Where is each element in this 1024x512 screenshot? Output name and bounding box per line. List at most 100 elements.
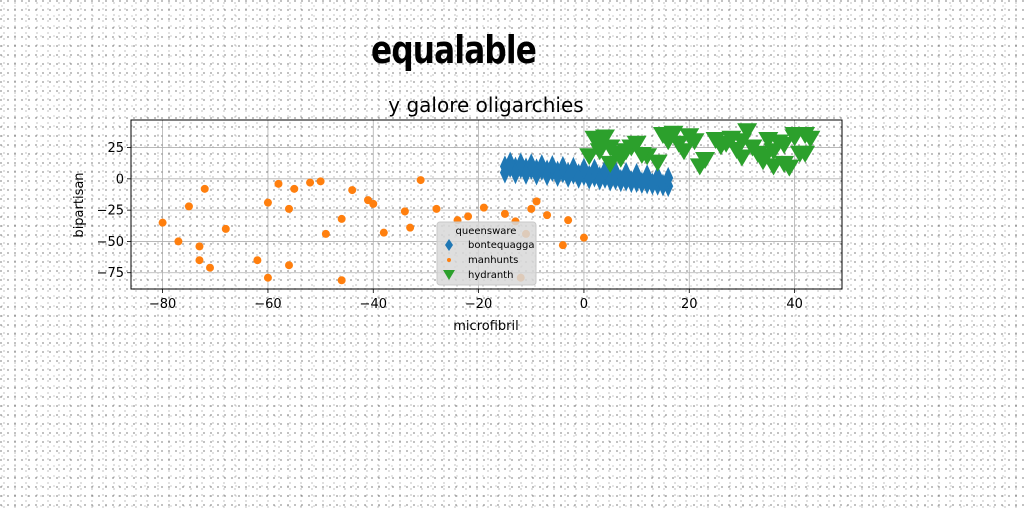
x-tick-label: 20 — [681, 297, 698, 312]
x-tick-label: −80 — [149, 297, 176, 312]
manhunts-point — [527, 204, 536, 213]
figure-title: equalable — [371, 28, 537, 72]
manhunts-point — [532, 197, 541, 206]
manhunts-point — [195, 256, 204, 265]
hydranth-point — [647, 154, 668, 172]
bontequagga-point — [621, 161, 632, 184]
manhunts-point — [253, 256, 262, 265]
hydranth-point — [674, 143, 694, 161]
hydranth-point — [684, 133, 705, 151]
legend-marker-hydranth — [443, 270, 455, 280]
bontequagga-point — [652, 165, 663, 188]
manhunts-point — [579, 233, 588, 242]
manhunts-point — [321, 229, 330, 238]
hydranth-point — [763, 158, 784, 176]
manhunts-point — [464, 212, 473, 221]
manhunts-point — [406, 223, 415, 232]
bontequagga-point — [642, 164, 653, 187]
manhunts-point — [285, 261, 293, 270]
y-tick-label: 0 — [116, 172, 124, 187]
legend-label-manhunts: manhunts — [468, 255, 518, 266]
manhunts-point — [274, 179, 283, 188]
bontequagga-point — [557, 155, 568, 178]
bontequagga-point — [631, 162, 642, 185]
manhunts-point — [543, 211, 552, 220]
series-bontequagga — [499, 151, 674, 198]
manhunts-point — [337, 214, 346, 223]
legend-title: queensware — [456, 226, 517, 237]
hydranth-point — [663, 125, 684, 143]
hydranth-point — [589, 143, 610, 161]
legend-box — [436, 221, 537, 286]
hydranth-point — [753, 153, 773, 171]
bontequagga-point — [663, 166, 674, 189]
manhunts-point — [195, 242, 204, 251]
plot-frame — [130, 119, 843, 290]
manhunts-point — [263, 273, 272, 282]
manhunts-point — [564, 216, 573, 225]
manhunts-point — [158, 218, 167, 227]
hydranth-point — [689, 158, 710, 176]
bontequagga-point — [547, 154, 558, 177]
bontequagga-point — [578, 157, 589, 180]
manhunts-point — [200, 184, 209, 193]
bontequagga-point — [505, 151, 516, 174]
hydranth-point — [784, 127, 805, 145]
manhunts-point — [416, 176, 425, 185]
legend-label-hydranth: hydranth — [468, 270, 513, 281]
hydranth-point — [621, 139, 642, 157]
manhunts-point — [400, 207, 409, 216]
manhunts-point — [432, 204, 441, 213]
manhunts-point — [285, 204, 293, 213]
manhunts-point — [316, 177, 325, 186]
hydranth-point — [774, 137, 795, 155]
legend: queensware bontequagga manhunts hydranth — [436, 221, 537, 286]
manhunts-point — [379, 228, 388, 237]
bontequagga-point — [536, 154, 547, 177]
y-tick-label: −50 — [97, 235, 124, 250]
x-tick-label: −20 — [465, 297, 492, 312]
hydranth-point — [737, 123, 758, 141]
y-axis-label: bipartisan — [72, 172, 87, 237]
manhunts-point — [337, 276, 346, 285]
hydranth-point — [631, 147, 652, 165]
legend-marker-bontequagga — [445, 239, 453, 251]
manhunts-point — [174, 237, 183, 246]
bontequagga-point — [589, 158, 600, 181]
manhunts-point — [263, 198, 272, 207]
bontequagga-point — [515, 152, 526, 175]
bontequagga-point — [568, 156, 579, 179]
hydranth-point — [710, 138, 731, 156]
manhunts-point — [206, 263, 214, 272]
chart-title: y galore oligarchies — [388, 93, 583, 117]
hydranth-point — [731, 149, 752, 167]
bontequagga-point — [526, 153, 537, 176]
hydranth-point — [795, 145, 816, 163]
x-tick-label: −40 — [360, 297, 387, 312]
x-axis-ticks: −80 −60 −40 −20 0 20 40 — [149, 289, 803, 312]
series-hydranth — [579, 123, 821, 177]
y-tick-label: −25 — [97, 204, 124, 219]
manhunts-point — [290, 184, 299, 193]
x-tick-label: −60 — [254, 297, 281, 312]
manhunts-point — [558, 241, 567, 250]
x-tick-label: 40 — [786, 297, 803, 312]
manhunts-point — [348, 186, 357, 195]
x-axis-label: microfibril — [453, 319, 518, 334]
legend-label-bontequagga: bontequagga — [468, 240, 535, 251]
manhunts-point — [221, 224, 230, 233]
y-tick-label: 25 — [107, 141, 124, 156]
hydranth-point — [595, 129, 615, 147]
legend-marker-manhunts — [447, 258, 451, 262]
y-tick-label: −75 — [97, 266, 124, 281]
manhunts-point — [306, 178, 315, 187]
hydranth-point — [579, 148, 600, 166]
manhunts-point — [500, 209, 509, 218]
hydranth-point — [600, 155, 621, 173]
x-tick-label: 0 — [580, 297, 588, 312]
hydranth-point — [800, 130, 821, 148]
manhunts-point — [479, 203, 488, 212]
y-axis-ticks: 25 0 −25 −50 −75 — [97, 141, 131, 281]
manhunts-point — [369, 199, 378, 208]
